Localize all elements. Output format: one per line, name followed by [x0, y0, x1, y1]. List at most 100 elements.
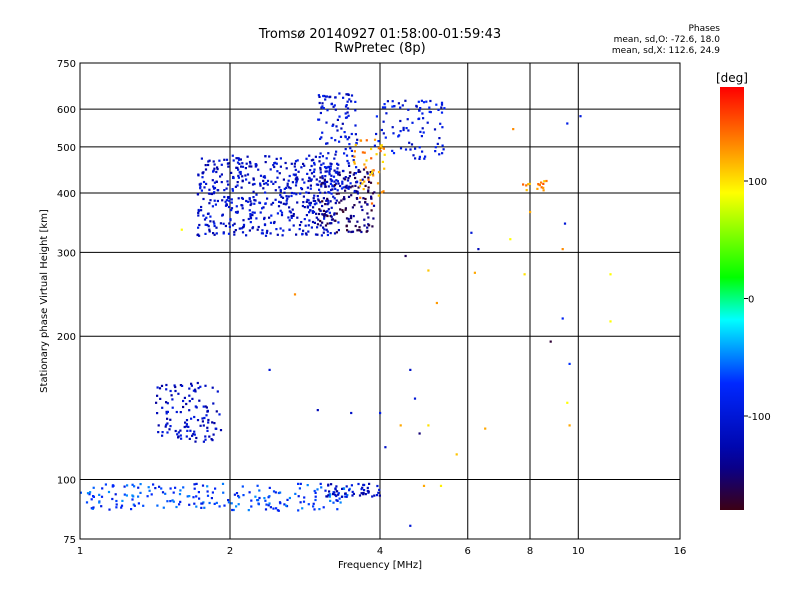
- scatter-point: [609, 320, 612, 323]
- scatter-point: [317, 212, 321, 216]
- scatter-point: [322, 197, 325, 200]
- scatter-point: [279, 201, 282, 204]
- scatter-point: [327, 165, 330, 168]
- scatter-point: [385, 112, 388, 115]
- scatter-point: [321, 213, 324, 216]
- scatter-point: [227, 162, 230, 165]
- scatter-point: [248, 209, 251, 212]
- scatter-point: [220, 173, 223, 176]
- scatter-point: [579, 115, 582, 118]
- scatter-point: [242, 226, 245, 229]
- scatter-point: [185, 435, 188, 438]
- scatter-point: [314, 495, 317, 498]
- scatter-point: [303, 218, 306, 221]
- scatter-point: [137, 486, 140, 489]
- scatter-point: [363, 224, 366, 227]
- scatter-point: [309, 201, 312, 204]
- scatter-point: [309, 179, 312, 182]
- scatter-point: [237, 168, 240, 171]
- scatter-point: [338, 92, 341, 95]
- scatter-point: [209, 215, 212, 218]
- scatter-point: [207, 418, 210, 422]
- scatter-point: [230, 207, 234, 210]
- scatter-point: [220, 181, 223, 184]
- scatter-point: [356, 220, 359, 223]
- scatter-point: [347, 177, 350, 180]
- scatter-point: [98, 493, 101, 496]
- scatter-point: [331, 124, 334, 127]
- x-tick-label: 2: [227, 546, 233, 557]
- scatter-point: [307, 224, 310, 227]
- scatter-point: [198, 399, 201, 402]
- scatter-point: [291, 208, 294, 211]
- scatter-point: [166, 431, 169, 434]
- scatter-point: [248, 160, 252, 164]
- scatter-point: [125, 494, 128, 497]
- scatter-point: [230, 171, 233, 174]
- scatter-point: [370, 202, 374, 205]
- scatter-point: [346, 100, 349, 103]
- scatter-point: [330, 215, 333, 218]
- scatter-point: [268, 486, 271, 489]
- scatter-point: [344, 189, 347, 192]
- scatter-point: [264, 202, 267, 205]
- scatter-point: [377, 171, 381, 174]
- scatter-point: [561, 317, 564, 320]
- scatter-point: [360, 205, 363, 208]
- scatter-point: [171, 499, 174, 502]
- scatter-point: [422, 101, 426, 104]
- scatter-point: [215, 410, 218, 413]
- scatter-point: [326, 210, 329, 213]
- scatter-point: [402, 128, 405, 132]
- scatter-point: [268, 155, 271, 158]
- scatter-point: [313, 203, 316, 206]
- scatter-point: [337, 182, 340, 185]
- scatter-point: [223, 195, 226, 199]
- scatter-point: [237, 503, 240, 506]
- scatter-point: [171, 398, 174, 401]
- scatter-point: [274, 491, 277, 494]
- scatter-point: [177, 431, 180, 434]
- scatter-point: [218, 413, 221, 416]
- scatter-point: [361, 208, 364, 212]
- scatter-point: [440, 111, 444, 114]
- scatter-point: [324, 185, 327, 188]
- scatter-point: [337, 221, 340, 224]
- scatter-point: [308, 219, 311, 222]
- scatter-point: [121, 499, 124, 502]
- scatter-point: [316, 488, 319, 491]
- scatter-point: [321, 105, 324, 108]
- scatter-point: [542, 182, 545, 185]
- scatter-point: [344, 105, 348, 108]
- scatter-point: [360, 492, 363, 495]
- scatter-point: [362, 493, 365, 496]
- scatter-point: [310, 172, 314, 175]
- scatter-point: [299, 482, 302, 485]
- scatter-point: [317, 118, 320, 121]
- scatter-point: [92, 486, 95, 489]
- scatter-point: [277, 205, 281, 208]
- scatter-point: [342, 186, 345, 189]
- scatter-point: [213, 186, 217, 190]
- scatter-point: [280, 214, 284, 217]
- scatter-point: [338, 173, 341, 177]
- scatter-point: [160, 384, 164, 387]
- scatter-point: [218, 505, 221, 508]
- scatter-point: [199, 187, 202, 190]
- scatter-point: [331, 185, 334, 188]
- scatter-point: [301, 507, 304, 510]
- y-tick-label: 750: [57, 59, 76, 70]
- scatter-point: [204, 435, 207, 438]
- scatter-point: [316, 226, 319, 229]
- scatter-point: [227, 501, 230, 504]
- scatter-point: [326, 95, 329, 98]
- scatter-point: [204, 405, 207, 408]
- scatter-point: [433, 128, 437, 131]
- scatter-point: [345, 224, 348, 227]
- scatter-point: [326, 222, 329, 225]
- scatter-point: [409, 524, 412, 527]
- scatter-point: [290, 162, 293, 165]
- scatter-point: [335, 150, 338, 153]
- scatter-point: [123, 493, 126, 496]
